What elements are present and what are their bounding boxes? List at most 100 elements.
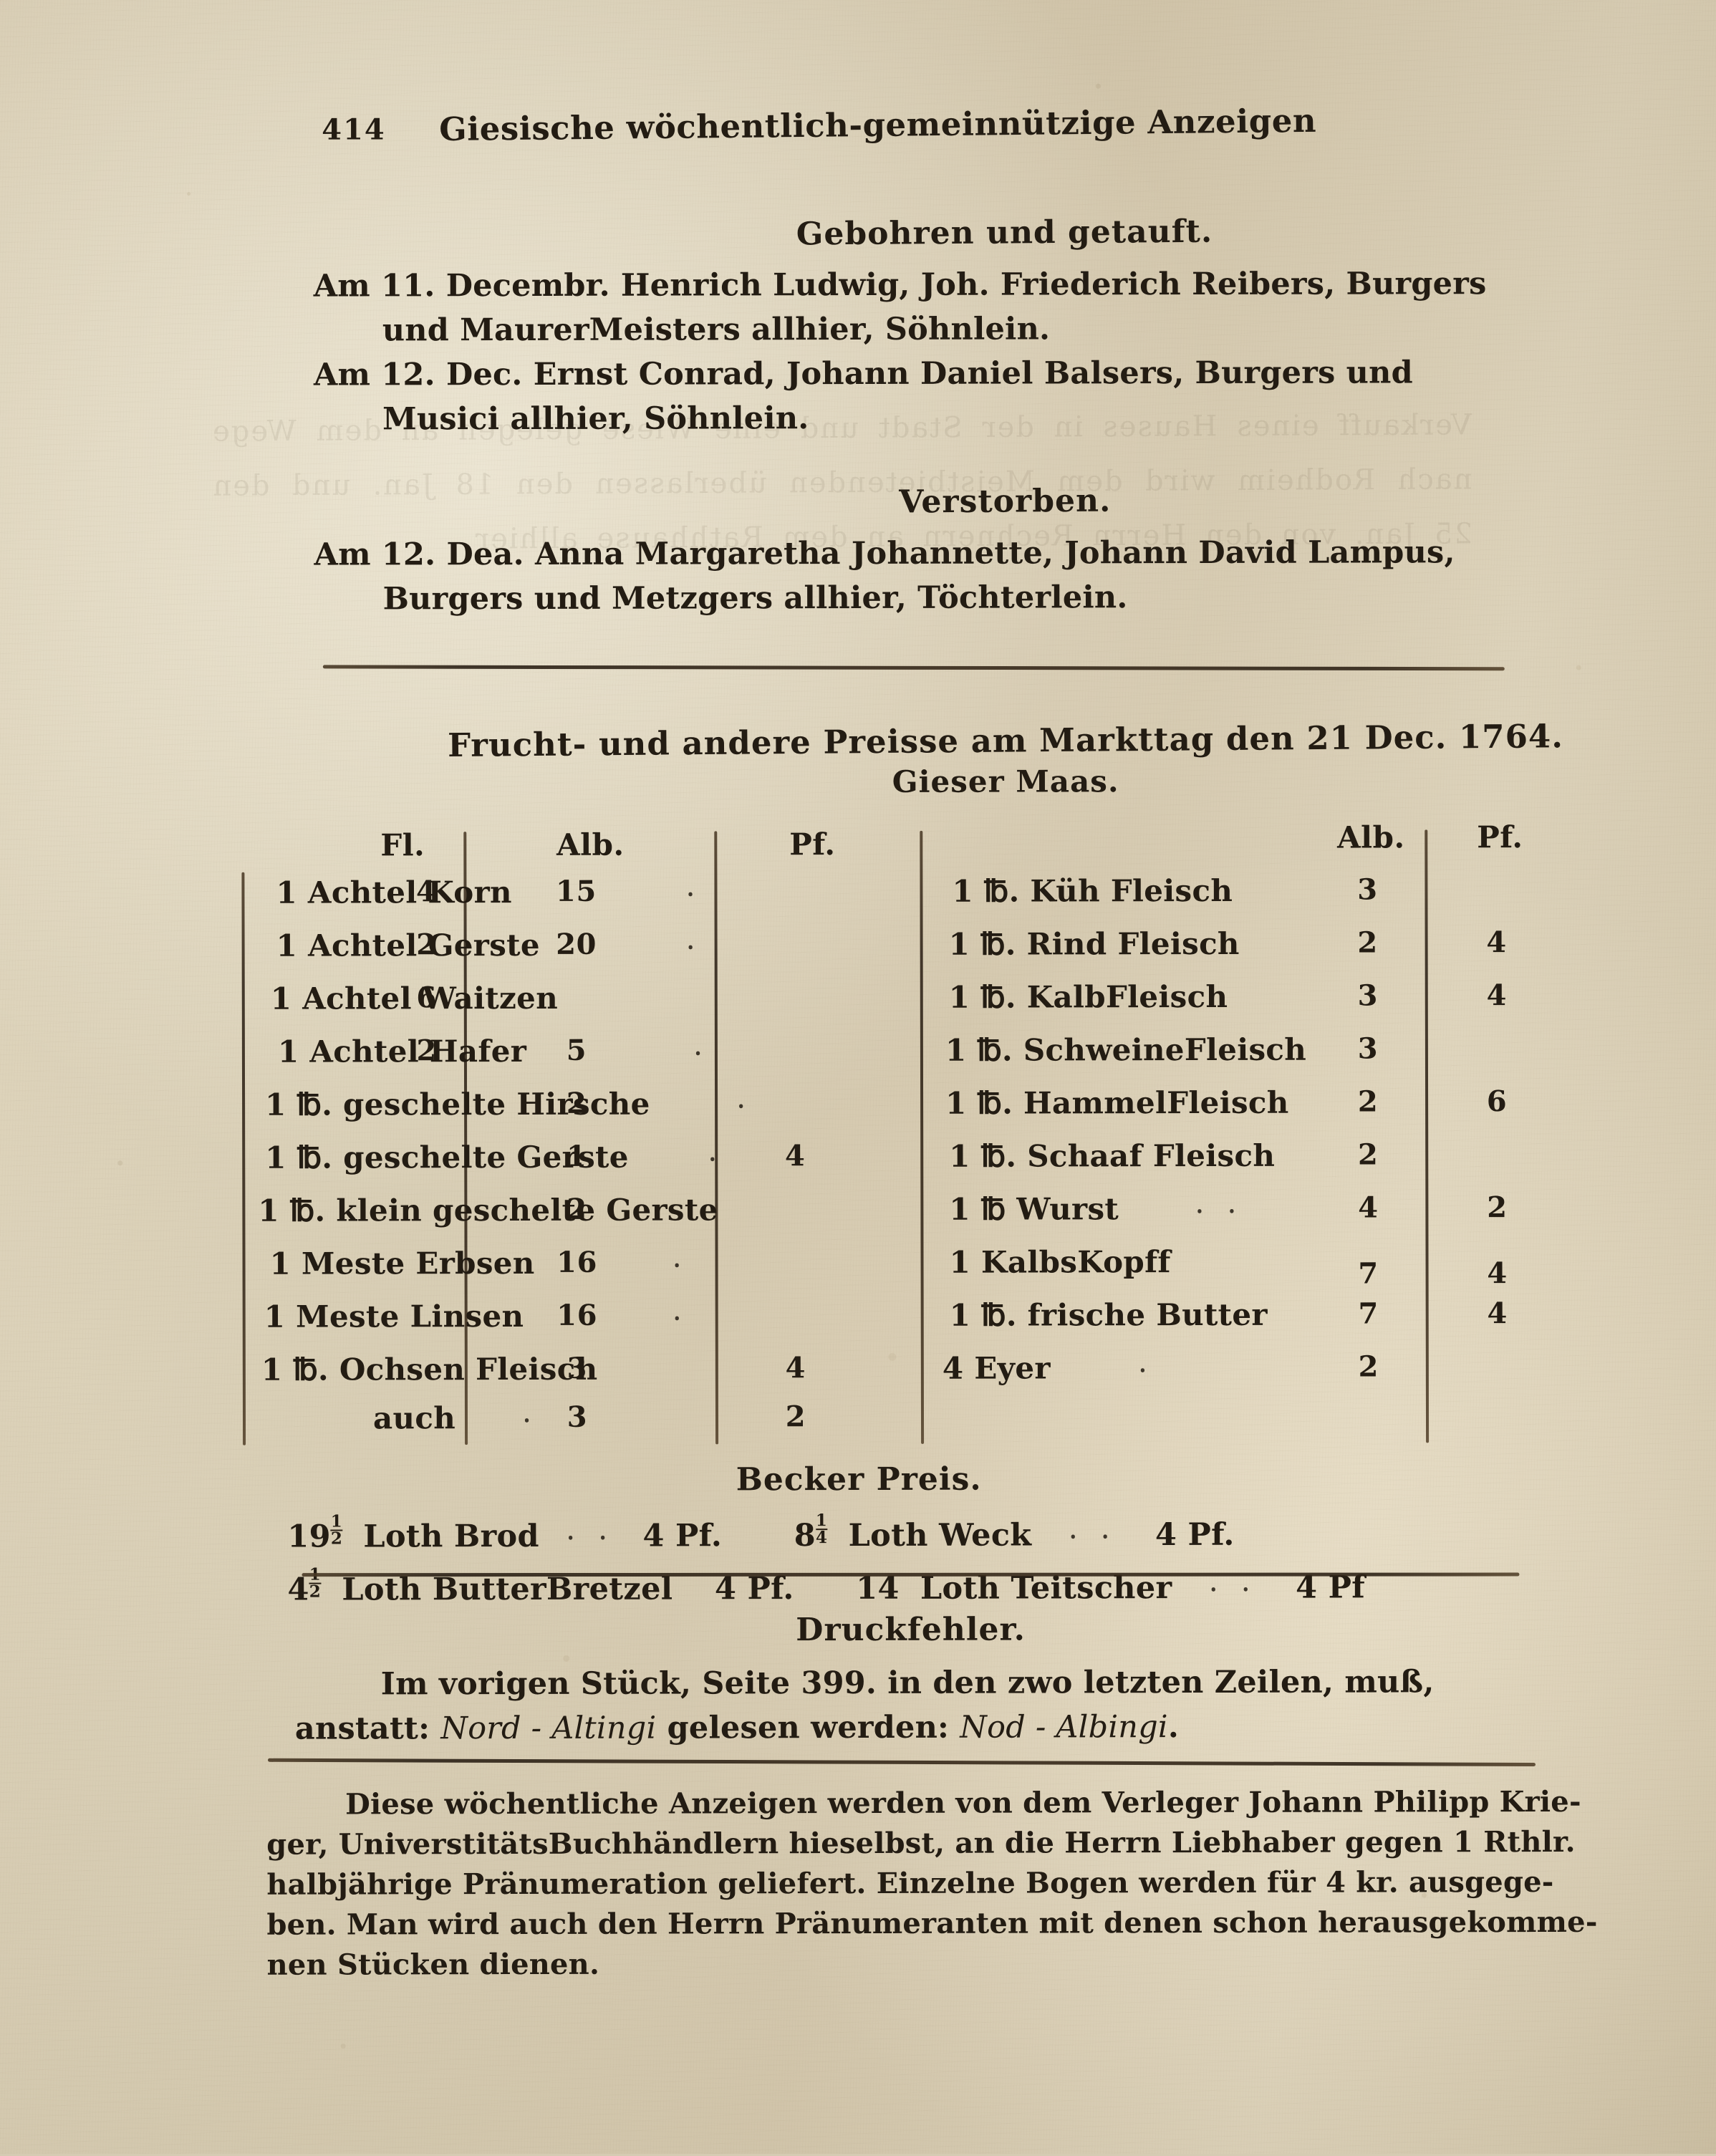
baker-left-price: 4 Pf. bbox=[642, 1518, 722, 1554]
row-pf: 2 bbox=[738, 1400, 853, 1433]
market-subheading: Gieser Maas. bbox=[314, 763, 1697, 801]
column-header-alb-right: Alb. bbox=[1324, 819, 1417, 855]
row-item: 1 ℔ Wurst bbox=[949, 1191, 1119, 1226]
errata-section: Druckfehler. Im vorigen Stück, Seite 399… bbox=[295, 1610, 1527, 1751]
baker-heading: Becker Preis. bbox=[1, 1459, 1716, 1499]
row-alb: 3 bbox=[516, 1400, 638, 1434]
row-pf: 4 bbox=[1440, 925, 1554, 959]
death-entry: Am 12. Dea. Anna Margaretha Johannette, … bbox=[314, 530, 1696, 622]
market-price-table: Fl. Alb. Pf. Alb. Pf. 1 Achtel Korn ⸱ 4 … bbox=[236, 829, 1498, 1463]
birth-entry: Am 12. Dec. Ernst Conrad, Johann Daniel … bbox=[314, 350, 1696, 442]
row-item: 1 ℔. Küh Fleisch bbox=[952, 873, 1233, 909]
leader-dots: ⸱ ⸱ bbox=[1070, 1523, 1117, 1551]
baker-right-item: Loth Weck bbox=[848, 1517, 1031, 1554]
column-header-pf-left: Pf. bbox=[766, 827, 859, 862]
row-alb: 3 bbox=[1310, 872, 1425, 906]
table-row: 1 ℔. Rind Fleisch 2 4 bbox=[236, 925, 1497, 971]
row-alb: 2 bbox=[1311, 1137, 1425, 1171]
errata-line: anstatt: Nord - Altingi gelesen werden: … bbox=[295, 1704, 1527, 1751]
column-header-pf-right: Pf. bbox=[1453, 819, 1546, 855]
row-pf: 4 bbox=[1440, 978, 1554, 1012]
table-row: 1 ℔. Küh Fleisch 3 bbox=[236, 872, 1496, 918]
birth-entry-line: Am 11. Decembr. Henrich Ludwig, Joh. Fri… bbox=[314, 261, 1696, 309]
birth-entry: Am 11. Decembr. Henrich Ludwig, Joh. Fri… bbox=[314, 261, 1696, 353]
row-item: 1 ℔. HammelFleisch bbox=[945, 1085, 1289, 1121]
running-title: Giesische wöchentlich-gemeinnützige Anze… bbox=[439, 102, 1316, 148]
leader-dots: ⸱ ⸱ bbox=[567, 1524, 614, 1553]
row-item: 1 ℔. KalbFleisch bbox=[949, 979, 1228, 1015]
colophon-text: Diese wöchentliche Anzeigen werden von d… bbox=[266, 1782, 1549, 1986]
birth-entry-line: und MaurerMeisters allhier, Söhnlein. bbox=[314, 306, 1696, 353]
baker-left-item: Loth Brod bbox=[363, 1519, 539, 1555]
row-pf: 6 bbox=[1440, 1084, 1554, 1118]
row-item: 1 ℔. frische Butter bbox=[950, 1297, 1268, 1333]
table-row: 1 ℔. frische Butter 7 4 bbox=[237, 1296, 1498, 1342]
row-item: 1 ℔. Schaaf Fleisch bbox=[949, 1138, 1275, 1174]
row-item: 1 KalbsKopff bbox=[949, 1244, 1170, 1280]
section-rule bbox=[268, 1758, 1536, 1766]
table-row: auch ⸱ 3 2 bbox=[237, 1398, 1498, 1444]
leader-dots: ⸱ ⸱ bbox=[1196, 1194, 1243, 1227]
colophon-line: nen Stücken dienen. bbox=[267, 1943, 1549, 1986]
baker-left-qty: 4 bbox=[287, 1572, 309, 1607]
errata-wrong-reading: Nord - Altingi bbox=[440, 1710, 656, 1747]
table-row: 1 ℔. HammelFleisch 2 6 bbox=[236, 1084, 1497, 1130]
table-row: 1 ℔. Schaaf Fleisch 2 bbox=[236, 1137, 1497, 1183]
births-section: Gebohren und getauft. Am 11. Decembr. He… bbox=[313, 213, 1696, 442]
birth-entry-line: Musici allhier, Söhnlein. bbox=[314, 395, 1696, 442]
row-alb: 3 bbox=[1311, 1031, 1425, 1065]
section-rule bbox=[323, 665, 1505, 670]
births-heading: Gebohren und getauft. bbox=[313, 210, 1695, 255]
table-row: 4 Eyer ⸱ 2 bbox=[237, 1349, 1498, 1395]
leader-dots: ⸱ ⸱ bbox=[1210, 1576, 1258, 1604]
errata-line: Im vorigen Stück, Seite 399. in den zwo … bbox=[295, 1660, 1527, 1707]
column-header-fl: Fl. bbox=[356, 827, 449, 862]
table-row: 1 ℔. KalbFleisch 3 4 bbox=[236, 978, 1497, 1024]
colophon-line: halbjährige Pränumeration geliefert. Ein… bbox=[266, 1862, 1548, 1905]
market-section-heading: Frucht- und andere Preisse am Markttag d… bbox=[314, 721, 1697, 801]
row-item: 4 Eyer bbox=[943, 1350, 1051, 1385]
errata-prefix: anstatt: bbox=[295, 1710, 441, 1746]
colophon-line: ben. Man wird auch den Herrn Pränumerant… bbox=[266, 1902, 1548, 1945]
birth-entry-line: Am 12. Dec. Ernst Conrad, Johann Daniel … bbox=[314, 350, 1696, 398]
errata-heading: Druckfehler. bbox=[295, 1610, 1527, 1650]
table-row: 1 ℔ Wurst ⸱ ⸱ 4 2 bbox=[236, 1190, 1497, 1236]
leader-dots: ⸱ bbox=[1139, 1353, 1155, 1386]
colophon-line: Diese wöchentliche Anzeigen werden von d… bbox=[266, 1782, 1548, 1825]
row-item: auch bbox=[373, 1400, 455, 1435]
running-head: 414 Giesische wöchentlich-gemeinnützige … bbox=[0, 104, 1714, 145]
colophon-line: ger, UniverstitätsBuchhändlern hieselbst… bbox=[266, 1822, 1548, 1865]
section-rule bbox=[302, 1573, 1519, 1577]
market-heading: Frucht- und andere Preisse am Markttag d… bbox=[314, 716, 1697, 766]
errata-correct-reading: Nod - Albingi bbox=[960, 1709, 1168, 1746]
deaths-section: Verstorben. Am 12. Dea. Anna Margaretha … bbox=[314, 482, 1696, 622]
death-entry-line: Am 12. Dea. Anna Margaretha Johannette, … bbox=[314, 530, 1696, 577]
baker-left-fraction: 12 bbox=[309, 1567, 321, 1600]
row-pf: 4 bbox=[1440, 1256, 1555, 1290]
deaths-heading: Verstorben. bbox=[314, 478, 1696, 524]
row-alb: 2 bbox=[1311, 1084, 1425, 1118]
table-row: 1 ℔. SchweineFleisch 3 bbox=[236, 1031, 1497, 1077]
row-alb: 7 bbox=[1311, 1256, 1426, 1290]
baker-right-qty: 8 bbox=[794, 1518, 816, 1554]
row-item: 1 ℔. SchweineFleisch bbox=[945, 1032, 1306, 1068]
errata-suffix: . bbox=[1168, 1709, 1179, 1745]
baker-right-price: 4 Pf. bbox=[1155, 1517, 1235, 1553]
row-alb: 3 bbox=[1311, 978, 1425, 1012]
row-alb: 4 bbox=[1311, 1190, 1425, 1224]
row-alb: 2 bbox=[1311, 1349, 1426, 1383]
row-pf: 4 bbox=[1440, 1296, 1555, 1330]
page-number: 414 bbox=[322, 112, 386, 146]
baker-left-qty: 19 bbox=[287, 1519, 331, 1554]
column-header-alb-left: Alb. bbox=[544, 827, 637, 862]
errata-middle: gelesen werden: bbox=[656, 1710, 960, 1746]
row-pf: 2 bbox=[1440, 1190, 1554, 1224]
row-item: 1 ℔. Rind Fleisch bbox=[949, 926, 1240, 962]
row-alb: 7 bbox=[1311, 1296, 1426, 1330]
death-entry-line: Burgers und Metzgers allhier, Töchterlei… bbox=[314, 574, 1697, 622]
table-row: 1 KalbsKopff 7 4 bbox=[236, 1243, 1497, 1289]
